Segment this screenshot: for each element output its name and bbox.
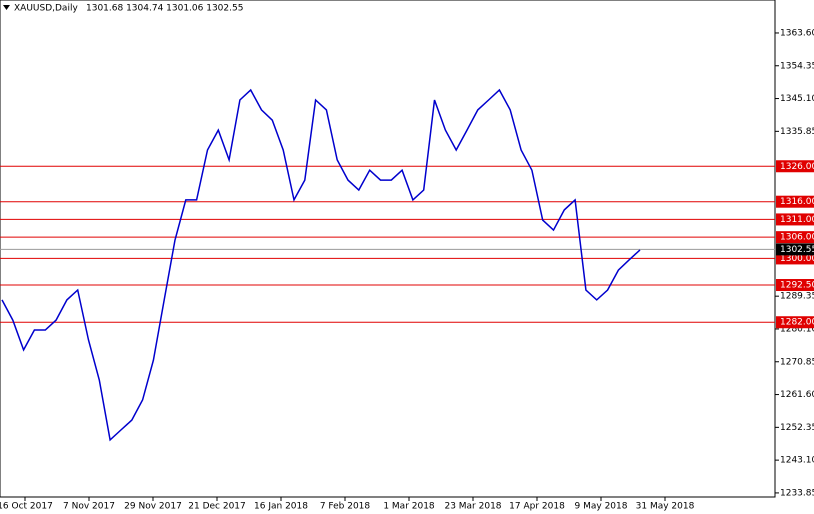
x-tick-label: 7 Nov 2017 [63,502,115,512]
x-tick-label: 16 Oct 2017 [0,502,53,512]
level-label-box [776,213,814,226]
y-tick-label: 1243.10 [780,456,814,466]
y-tick-label: 1354.35 [780,61,814,71]
y-tick-label: 1289.35 [780,292,814,302]
level-label: 1306.00 [780,233,814,243]
y-tick-label: 1252.35 [780,423,814,433]
level-label-box [776,279,814,292]
level-label: 1282.00 [780,318,814,328]
plot-frame [0,0,776,498]
level-label: 1311.00 [780,215,814,225]
x-tick-label: 31 May 2018 [636,502,695,512]
y-tick-label: 1335.85 [780,127,814,137]
current-price-label: 1302.55 [780,245,814,255]
y-tick-label: 1261.60 [780,390,814,400]
y-tick-label: 1280.10 [780,324,814,334]
level-label-box [776,316,814,329]
x-tick-label: 17 Apr 2018 [509,502,565,512]
y-tick-label: 1233.85 [780,488,814,498]
level-label-box [776,231,814,244]
level-label-box [776,160,814,173]
x-tick-label: 9 May 2018 [575,502,628,512]
x-tick-label: 7 Feb 2018 [320,502,371,512]
x-tick-label: 29 Nov 2017 [124,502,182,512]
current-price-box [776,243,814,256]
x-tick-label: 21 Dec 2017 [188,502,246,512]
menu-arrow [3,5,10,10]
level-label: 1316.00 [780,197,814,207]
level-label: 1326.00 [780,162,814,172]
level-label: 1292.50 [780,281,814,291]
x-tick-label: 23 Mar 2018 [444,502,501,512]
level-label-box [776,252,814,265]
y-tick-label: 1363.60 [780,28,814,38]
x-tick-label: 16 Jan 2018 [254,502,308,512]
chart-subtitle: 1301.68 1304.74 1301.06 1302.55 [86,4,243,14]
price-line [1,88,641,442]
y-tick-label: 1345.10 [780,94,814,104]
level-label-box [776,195,814,208]
y-tick-label: 1270.85 [780,357,814,367]
x-tick-label: 1 Mar 2018 [383,502,435,512]
level-label: 1300.00 [780,254,814,264]
chart-title: XAUUSD,Daily [14,4,78,14]
